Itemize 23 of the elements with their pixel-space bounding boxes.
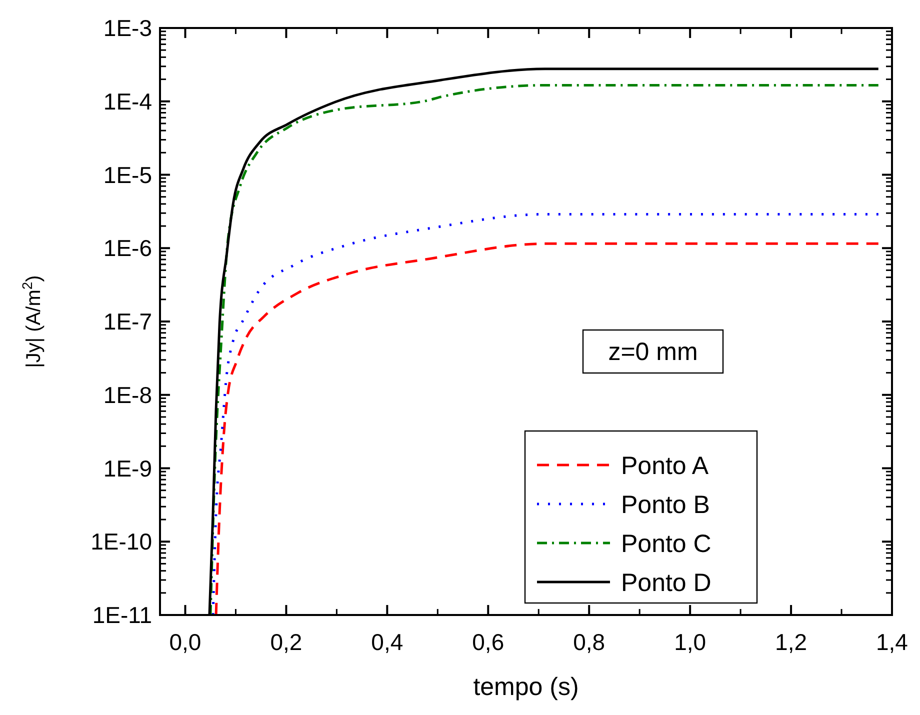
x-tick-label: 0,4: [371, 629, 404, 655]
legend-label: Ponto A: [621, 452, 709, 480]
y-tick-label: 1E-4: [103, 88, 152, 114]
annotation: z=0 mm: [608, 338, 698, 366]
x-axis-title: tempo (s): [473, 673, 579, 701]
y-tick-label: 1E-3: [103, 15, 152, 42]
x-tick-label: 0,2: [270, 629, 302, 655]
x-tick-label: 1,2: [775, 629, 808, 655]
y-tick-label: 1E-5: [103, 162, 152, 188]
y-tick-label: 1E-10: [90, 528, 152, 555]
x-tick-label: 0,8: [573, 629, 606, 655]
y-tick-label: 1E-9: [103, 455, 152, 482]
legend-label: Ponto B: [621, 490, 710, 519]
x-tick-label: 1,0: [674, 629, 706, 655]
y-tick-label: 1E-8: [103, 382, 152, 408]
legend-label: Ponto D: [621, 568, 712, 597]
x-tick-label: 0,0: [169, 629, 202, 655]
y-tick-label: 1E-11: [92, 602, 152, 628]
y-tick-label: 1E-7: [103, 308, 152, 335]
y-tick-label: 1E-6: [103, 235, 152, 262]
legend-label: Ponto C: [621, 530, 712, 558]
x-tick-label: 1,4: [876, 629, 908, 655]
x-tick-label: 0,6: [472, 629, 504, 655]
